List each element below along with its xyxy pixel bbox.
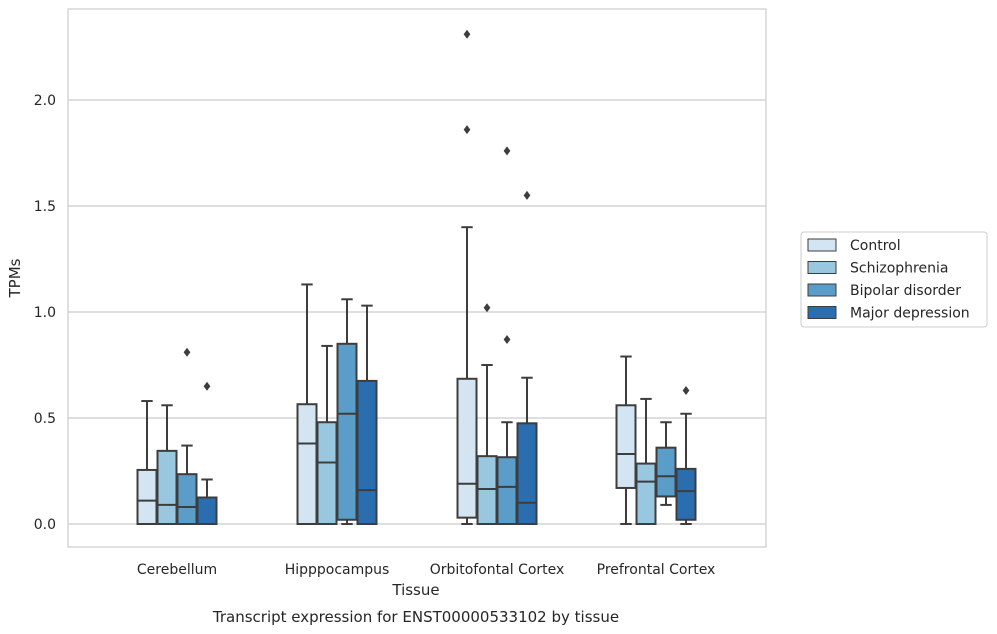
box-bipolar-disorder [176,347,198,525]
legend-label: Control [850,238,901,254]
box-iqr [136,468,158,526]
box-bipolar-disorder [336,298,358,525]
x-tick-label: Prefrontal Cortex [597,562,716,578]
box-major-depression [356,304,378,525]
x-axis-label: Tissue [391,581,439,599]
plot-frame [67,8,767,548]
legend-label: Schizophrenia [850,261,948,277]
outlier-point [483,303,491,313]
y-tick-label: 0.5 [34,411,56,427]
box-iqr [516,422,538,525]
y-tick-label: 2.0 [34,93,56,109]
chart-caption: Transcript expression for ENST0000053310… [212,608,619,626]
box-iqr [296,403,318,525]
box-iqr [156,449,178,525]
box-plot-marks [136,29,697,526]
outlier-point [523,190,531,200]
x-tick-label: Hipppocampus [285,562,390,578]
legend-swatch [807,238,837,252]
box-schizophrenia [476,303,498,525]
box-iqr [316,421,338,525]
box-iqr [196,496,218,525]
box-control [615,355,637,525]
x-axis-ticks: Cerebellum Hipppocampus Orbitofontal Corte… [137,562,715,578]
y-tick-label: 1.5 [34,199,56,215]
box-control [296,283,318,525]
box-schizophrenia [156,404,178,525]
x-tick-label: Orbitofontal Cortex [430,562,565,578]
legend-label: Bipolar disorder [850,283,961,299]
legend-swatch [807,283,837,297]
box-bipolar-disorder [655,421,677,506]
y-axis-ticks: 0.0 0.5 1.0 1.5 2.0 [34,93,56,533]
legend-label: Major depression [850,306,970,322]
box-iqr [356,379,378,525]
x-tick-label: Cerebellum [137,562,217,578]
outlier-point [203,381,211,391]
outlier-point [463,125,471,135]
box-major-depression [675,385,697,525]
legend-swatch [807,261,837,274]
y-tick-label: 1.0 [34,305,56,321]
outlier-point [463,29,471,39]
box-bipolar-disorder [496,146,518,525]
outlier-point [682,385,690,395]
box-iqr [176,473,198,525]
outlier-point [503,146,511,156]
box-iqr [675,467,697,521]
box-iqr [476,455,498,525]
legend-swatch [807,306,837,319]
box-control [456,29,478,525]
box-major-depression [196,381,218,525]
box-iqr [496,456,518,525]
box-major-depression [516,190,538,525]
box-iqr [655,446,677,498]
legend-frame [800,231,988,328]
legend: Control Schizophrenia Bipolar disorder Majo… [800,231,988,328]
box-iqr [336,342,358,521]
box-iqr [456,377,478,519]
box-control [136,400,158,526]
box-schizophrenia [316,344,338,525]
y-tick-label: 0.0 [34,517,56,533]
outlier-point [183,347,191,357]
box-iqr [615,404,637,489]
y-axis-label: TPMs [6,258,24,298]
box-iqr [635,462,657,525]
outlier-point [503,335,511,345]
